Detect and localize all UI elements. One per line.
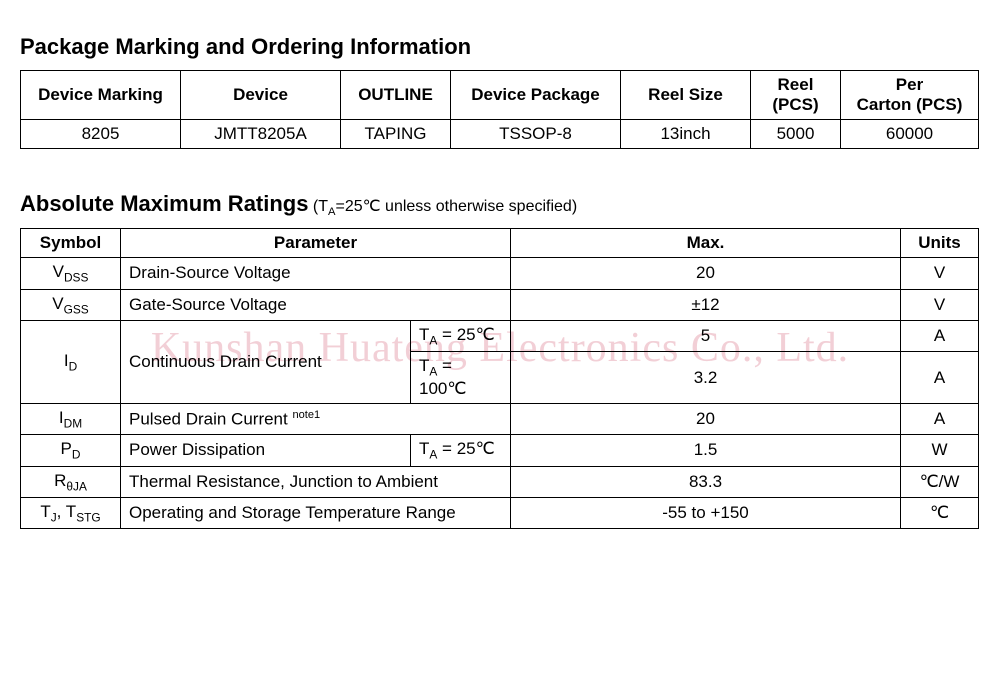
ratings-symbol: VGSS [21,289,121,320]
ordering-cell: 8205 [21,120,181,149]
ordering-cell: TSSOP-8 [451,120,621,149]
ratings-parameter: Operating and Storage Temperature Range [121,497,511,528]
ratings-parameter: Gate-Source Voltage [121,289,511,320]
ratings-units: W [901,435,979,466]
ordering-cell: JMTT8205A [181,120,341,149]
section2-condition: (TA=25℃ unless otherwise specified) [308,198,577,215]
ratings-units: V [901,258,979,289]
ratings-max: 3.2 [511,352,901,403]
ratings-max: 83.3 [511,466,901,497]
section2-title: Absolute Maximum Ratings (TA=25℃ unless … [20,191,980,218]
ratings-symbol: IDM [21,403,121,434]
ratings-condition: TA = 25℃ [411,320,511,351]
ratings-parameter: Continuous Drain Current [121,320,411,403]
ratings-header: Units [901,229,979,258]
ordering-header: PerCarton (PCS) [841,71,979,120]
ratings-units: ℃ [901,497,979,528]
ratings-symbol: ID [21,320,121,403]
ratings-units: A [901,352,979,403]
ratings-parameter: Drain-Source Voltage [121,258,511,289]
ratings-parameter: Thermal Resistance, Junction to Ambient [121,466,511,497]
ratings-parameter: Pulsed Drain Current note1 [121,403,511,434]
ratings-max: 5 [511,320,901,351]
ordering-header: Device [181,71,341,120]
ratings-condition: TA = 100℃ [411,352,511,403]
section1-title: Package Marking and Ordering Information [20,34,980,60]
ratings-symbol: VDSS [21,258,121,289]
ratings-units: ℃/W [901,466,979,497]
ordering-header: Reel Size [621,71,751,120]
ratings-symbol: PD [21,435,121,466]
ratings-parameter: Power Dissipation [121,435,411,466]
ratings-max: ±12 [511,289,901,320]
ratings-max: 20 [511,258,901,289]
ordering-table: Device MarkingDeviceOUTLINEDevice Packag… [20,70,979,149]
ratings-header: Parameter [121,229,511,258]
ordering-header: Device Marking [21,71,181,120]
section2-title-text: Absolute Maximum Ratings [20,191,308,216]
ordering-cell: 60000 [841,120,979,149]
ratings-max: 20 [511,403,901,434]
ratings-header: Symbol [21,229,121,258]
ratings-condition: TA = 25℃ [411,435,511,466]
ratings-table: SymbolParameterMax.Units VDSSDrain-Source… [20,228,979,529]
ratings-symbol: RθJA [21,466,121,497]
ratings-units: A [901,403,979,434]
ratings-max: -55 to +150 [511,497,901,528]
ordering-header: OUTLINE [341,71,451,120]
ratings-max: 1.5 [511,435,901,466]
ordering-cell: TAPING [341,120,451,149]
ordering-header: Device Package [451,71,621,120]
ratings-units: V [901,289,979,320]
ordering-header: Reel(PCS) [751,71,841,120]
ratings-header: Max. [511,229,901,258]
ordering-cell: 5000 [751,120,841,149]
ratings-units: A [901,320,979,351]
ordering-cell: 13inch [621,120,751,149]
ratings-symbol: TJ, TSTG [21,497,121,528]
